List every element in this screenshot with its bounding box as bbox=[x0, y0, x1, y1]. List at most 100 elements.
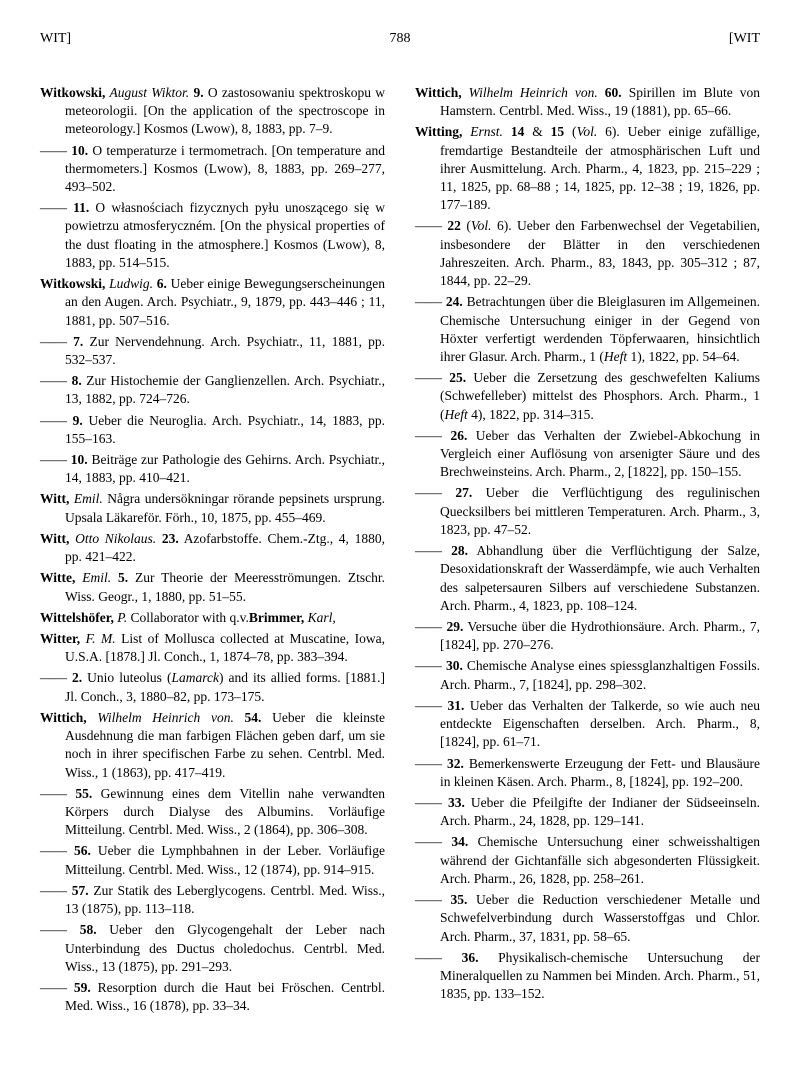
bibliography-entry: —— 28. Abhandlung über die Verflüchtigun… bbox=[415, 542, 760, 615]
author-fullname: F. M. bbox=[80, 631, 115, 646]
entry-text: Resorption durch die Haut bei Fröschen. … bbox=[65, 980, 385, 1013]
entry-number: 29. bbox=[442, 619, 463, 634]
entry-text: O własnościach fizycznych pyłu unosząceg… bbox=[65, 200, 385, 270]
continuation-dash: —— bbox=[40, 922, 67, 937]
entry-number: 34. bbox=[442, 834, 468, 849]
bibliography-entry: —— 7. Zur Nervendehnung. Arch. Psychiatr… bbox=[40, 333, 385, 369]
entry-text: Ueber die Verflüchtigung des regulinisch… bbox=[440, 485, 760, 536]
continuation-dash: —— bbox=[40, 843, 67, 858]
bibliography-entry: —— 31. Ueber das Verhalten der Talkerde,… bbox=[415, 697, 760, 752]
bibliography-entry: —— 34. Chemische Untersuchung einer schw… bbox=[415, 833, 760, 888]
entry-number: 28. bbox=[442, 543, 468, 558]
bibliography-entry: —— 32. Bemerkenswerte Erzeugung der Fett… bbox=[415, 755, 760, 791]
entry-number: 31. bbox=[442, 698, 464, 713]
entry-text: Abhandlung über die Verflüchtigung der S… bbox=[440, 543, 760, 613]
italic-text: Lamarck bbox=[171, 670, 219, 685]
entry-text: Bemerkenswerte Erzeugung der Fett- und B… bbox=[440, 756, 760, 789]
italic-text: Karl, bbox=[304, 610, 336, 625]
entry-text: Några undersökningar rörande pepsinets u… bbox=[65, 491, 385, 524]
author-fullname: Emil. bbox=[75, 570, 111, 585]
bibliography-entry: Witt, Otto Nikolaus. 23. Azofarbstoffe. … bbox=[40, 530, 385, 566]
entry-number: 7. bbox=[67, 334, 83, 349]
bibliography-entry: —— 55. Gewinnung eines dem Vitellin nahe… bbox=[40, 785, 385, 840]
continuation-dash: —— bbox=[415, 834, 442, 849]
entry-text: Beiträge zur Pathologie des Gehirns. Arc… bbox=[65, 452, 385, 485]
bibliography-entry: —— 2. Unio luteolus (Lamarck) and its al… bbox=[40, 669, 385, 705]
author-name: Wittelshöfer, bbox=[40, 610, 114, 625]
bibliography-entry: —— 36. Physikalisch-chemische Untersuchu… bbox=[415, 949, 760, 1004]
author-fullname: P. bbox=[114, 610, 127, 625]
author-name: Witter, bbox=[40, 631, 80, 646]
bibliography-entry: —— 58. Ueber den Glycogengehalt der Lebe… bbox=[40, 921, 385, 976]
continuation-dash: —— bbox=[40, 883, 67, 898]
entry-text: Ueber die Lymphbahnen in der Leber. Vorl… bbox=[65, 843, 385, 876]
entry-text: & bbox=[524, 124, 550, 139]
author-name: Witkowski, bbox=[40, 276, 105, 291]
author-fullname: Otto Nikolaus. bbox=[69, 531, 156, 546]
continuation-dash: —— bbox=[415, 294, 442, 309]
author-name: Brimmer, bbox=[249, 610, 304, 625]
entry-number: 35. bbox=[442, 892, 467, 907]
entry-number: 54. bbox=[234, 710, 262, 725]
page-header: WIT] 788 [WIT bbox=[40, 30, 760, 49]
bibliography-entry: —— 8. Zur Histochemie der Ganglienzellen… bbox=[40, 372, 385, 408]
bibliography-entry: —— 10. Beiträge zur Pathologie des Gehir… bbox=[40, 451, 385, 487]
entry-number: 11. bbox=[67, 200, 89, 215]
entry-number: 14 bbox=[503, 124, 524, 139]
author-fullname: August Wiktor. bbox=[105, 85, 189, 100]
entry-number: 26. bbox=[442, 428, 467, 443]
entry-text: q.v. bbox=[230, 610, 249, 625]
continuation-dash: —— bbox=[40, 980, 67, 995]
author-name: Wittich, bbox=[415, 85, 462, 100]
entry-text: Ueber das Verhalten der Talkerde, so wie… bbox=[440, 698, 760, 749]
continuation-dash: —— bbox=[415, 485, 442, 500]
entry-text: Ueber das Verhalten der Zwiebel-Abkochun… bbox=[440, 428, 760, 479]
entry-text: Chemische Analyse eines spiessglanzhalti… bbox=[440, 658, 760, 691]
author-name: Witkowski, bbox=[40, 85, 105, 100]
entry-text: Ueber den Glycogengehalt der Leber nach … bbox=[65, 922, 385, 973]
bibliography-entry: —— 59. Resorption durch die Haut bei Frö… bbox=[40, 979, 385, 1015]
continuation-dash: —— bbox=[415, 543, 442, 558]
entry-number: 57. bbox=[67, 883, 89, 898]
author-name: Witte, bbox=[40, 570, 75, 585]
bibliography-entry: —— 57. Zur Statik des Leberglycogens. Ce… bbox=[40, 882, 385, 918]
author-name: Witt, bbox=[40, 531, 69, 546]
continuation-dash: —— bbox=[415, 218, 442, 233]
continuation-dash: —— bbox=[415, 892, 442, 907]
author-fullname: Wilhelm Heinrich von. bbox=[462, 85, 598, 100]
continuation-dash: —— bbox=[40, 373, 67, 388]
continuation-dash: —— bbox=[415, 795, 442, 810]
continuation-dash: —— bbox=[40, 200, 67, 215]
bibliography-entry: Witte, Emil. 5. Zur Theorie der Meeresst… bbox=[40, 569, 385, 605]
continuation-dash: —— bbox=[415, 370, 442, 385]
continuation-dash: —— bbox=[40, 786, 67, 801]
bibliography-entry: Wittich, Wilhelm Heinrich von. 60. Spiri… bbox=[415, 84, 760, 120]
entry-number: 6. bbox=[153, 276, 167, 291]
header-left: WIT] bbox=[40, 30, 71, 49]
bibliography-entry: —— 25. Ueber die Zersetzung des geschwef… bbox=[415, 369, 760, 424]
entry-text: Unio luteolus ( bbox=[82, 670, 171, 685]
bibliography-entry: Wittich, Wilhelm Heinrich von. 54. Ueber… bbox=[40, 709, 385, 782]
entry-text: Ueber die Reduction verschiedener Metall… bbox=[440, 892, 760, 943]
bibliography-entry: —— 35. Ueber die Reduction verschiedener… bbox=[415, 891, 760, 946]
entry-text: Chemische Untersuchung einer schweisshal… bbox=[440, 834, 760, 885]
italic-text: Vol. bbox=[577, 124, 598, 139]
entry-number: 8. bbox=[67, 373, 82, 388]
entry-number: 60. bbox=[598, 85, 622, 100]
entry-number: 23. bbox=[156, 531, 179, 546]
entry-text: ( bbox=[461, 218, 471, 233]
bibliography-entry: —— 11. O własnościach fizycznych pyłu un… bbox=[40, 199, 385, 272]
italic-text: Heft bbox=[604, 349, 627, 364]
page-number: 788 bbox=[390, 30, 411, 49]
entry-number: 33. bbox=[442, 795, 465, 810]
bibliography-entry: Witkowski, Ludwig. 6. Ueber einige Beweg… bbox=[40, 275, 385, 330]
entry-text: Ueber die Neuroglia. Arch. Psychiatr., 1… bbox=[65, 413, 385, 446]
bibliography-entry: —— 9. Ueber die Neuroglia. Arch. Psychia… bbox=[40, 412, 385, 448]
entry-number: 59. bbox=[67, 980, 91, 995]
author-name: Wittich, bbox=[40, 710, 87, 725]
continuation-dash: —— bbox=[40, 452, 67, 467]
bibliography-entry: —— 56. Ueber die Lymphbahnen in der Lebe… bbox=[40, 842, 385, 878]
entry-number: 32. bbox=[442, 756, 464, 771]
bibliography-entry: —— 24. Betrachtungen über die Bleiglasur… bbox=[415, 293, 760, 366]
entry-text: Versuche über die Hydrothionsäure. Arch.… bbox=[440, 619, 760, 652]
